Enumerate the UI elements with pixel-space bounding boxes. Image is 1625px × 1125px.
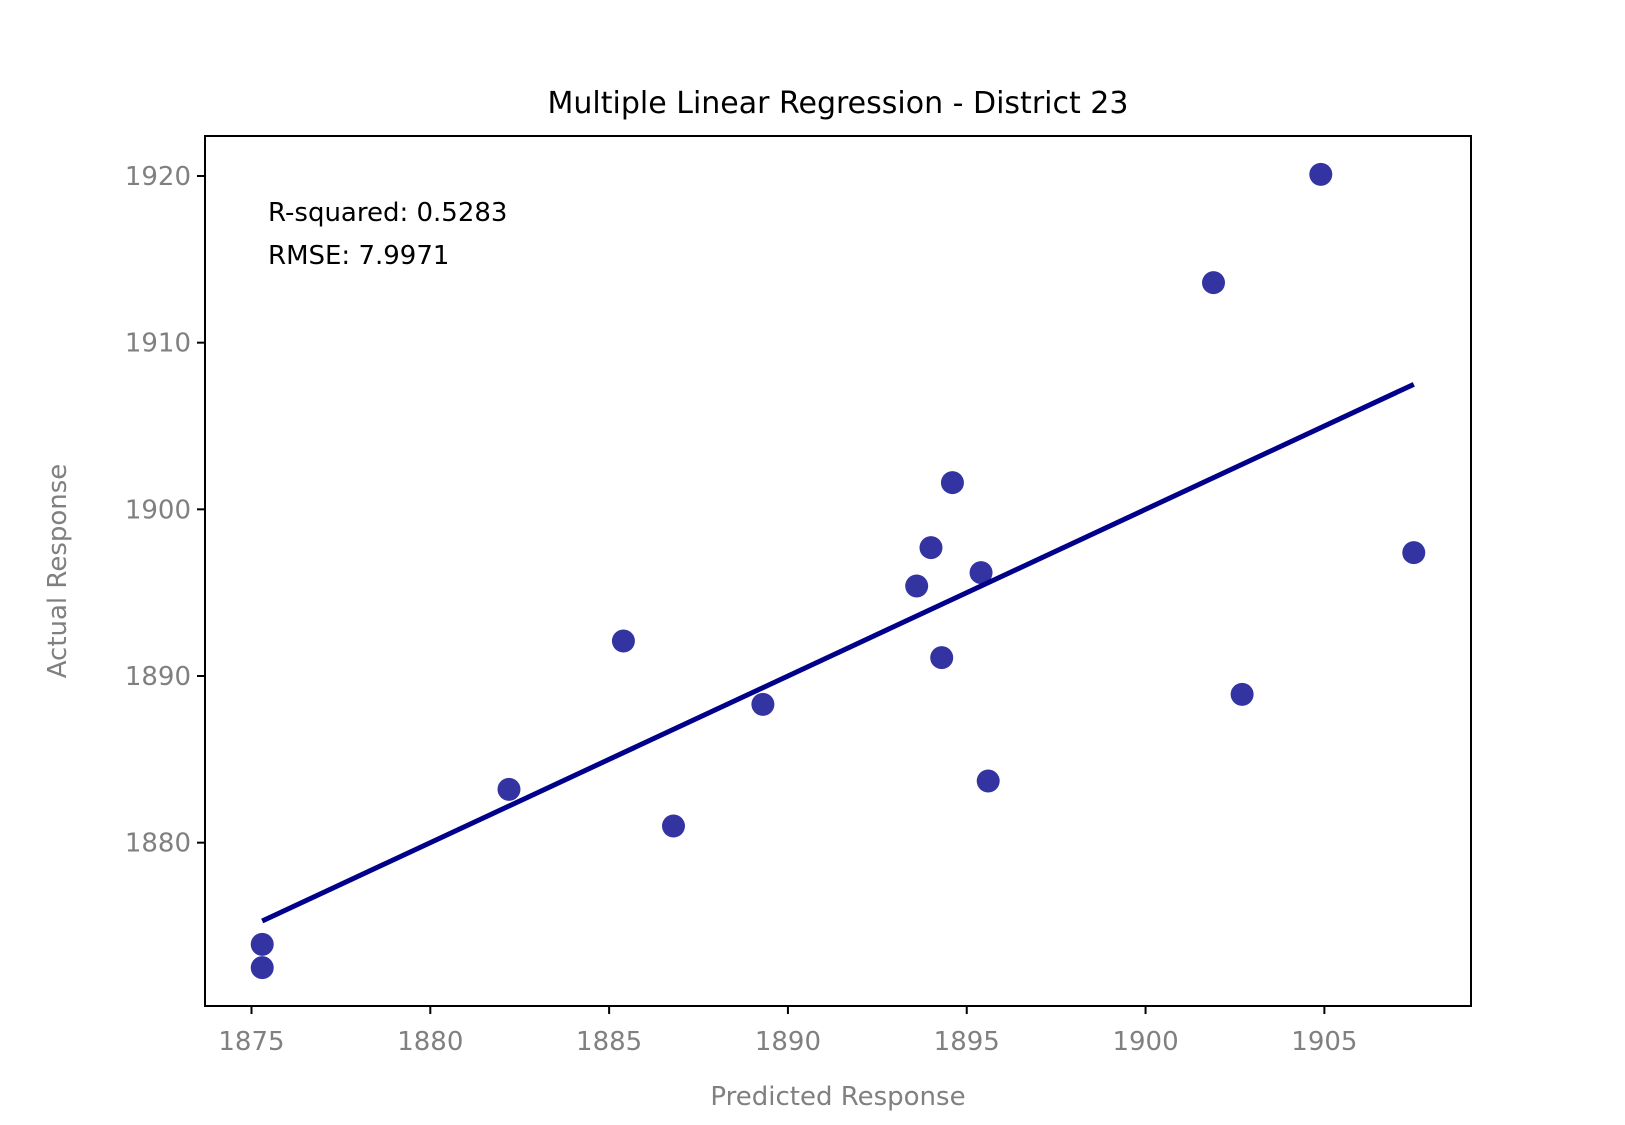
y-axis: 1880 1890 1900 1910 1920 <box>125 162 205 859</box>
plot-frame <box>204 135 1472 1007</box>
x-tick-label: 1900 <box>1112 1027 1178 1057</box>
x-tick-label: 1890 <box>755 1027 821 1057</box>
y-tick-label: 1880 <box>125 829 191 859</box>
data-point <box>930 646 954 670</box>
x-tick-label: 1875 <box>218 1027 284 1057</box>
y-tick-label: 1910 <box>125 329 191 359</box>
x-tick-label: 1895 <box>934 1027 1000 1057</box>
y-tick-label: 1900 <box>125 495 191 525</box>
data-point <box>497 777 521 801</box>
data-point <box>969 561 993 585</box>
data-point <box>940 471 964 495</box>
chart-title: Multiple Linear Regression - District 23 <box>548 86 1129 121</box>
plot-area <box>250 162 1426 980</box>
y-axis-label: Actual Response <box>43 464 73 679</box>
data-point <box>661 814 685 838</box>
data-point <box>1230 682 1254 706</box>
data-point <box>976 769 1000 793</box>
data-point <box>1202 271 1226 295</box>
data-point <box>1402 541 1426 565</box>
data-point <box>1309 162 1333 186</box>
data-point <box>751 692 775 716</box>
x-tick-label: 1885 <box>576 1027 642 1057</box>
x-tick-label: 1905 <box>1291 1027 1357 1057</box>
x-axis: 1875 1880 1885 1890 1895 1900 1905 <box>218 1006 1357 1057</box>
annotation-rmse: RMSE: 7.9971 <box>268 241 449 271</box>
data-point <box>905 574 929 598</box>
y-tick-label: 1920 <box>125 162 191 192</box>
x-tick-label: 1880 <box>397 1027 463 1057</box>
regression-line <box>261 382 1415 924</box>
data-point <box>250 956 274 980</box>
annotation-r-squared: R-squared: 0.5283 <box>268 198 507 228</box>
x-axis-label: Predicted Response <box>710 1082 965 1112</box>
data-point <box>250 932 274 956</box>
data-point <box>919 536 943 560</box>
y-tick-label: 1890 <box>125 662 191 692</box>
data-point <box>611 629 635 653</box>
